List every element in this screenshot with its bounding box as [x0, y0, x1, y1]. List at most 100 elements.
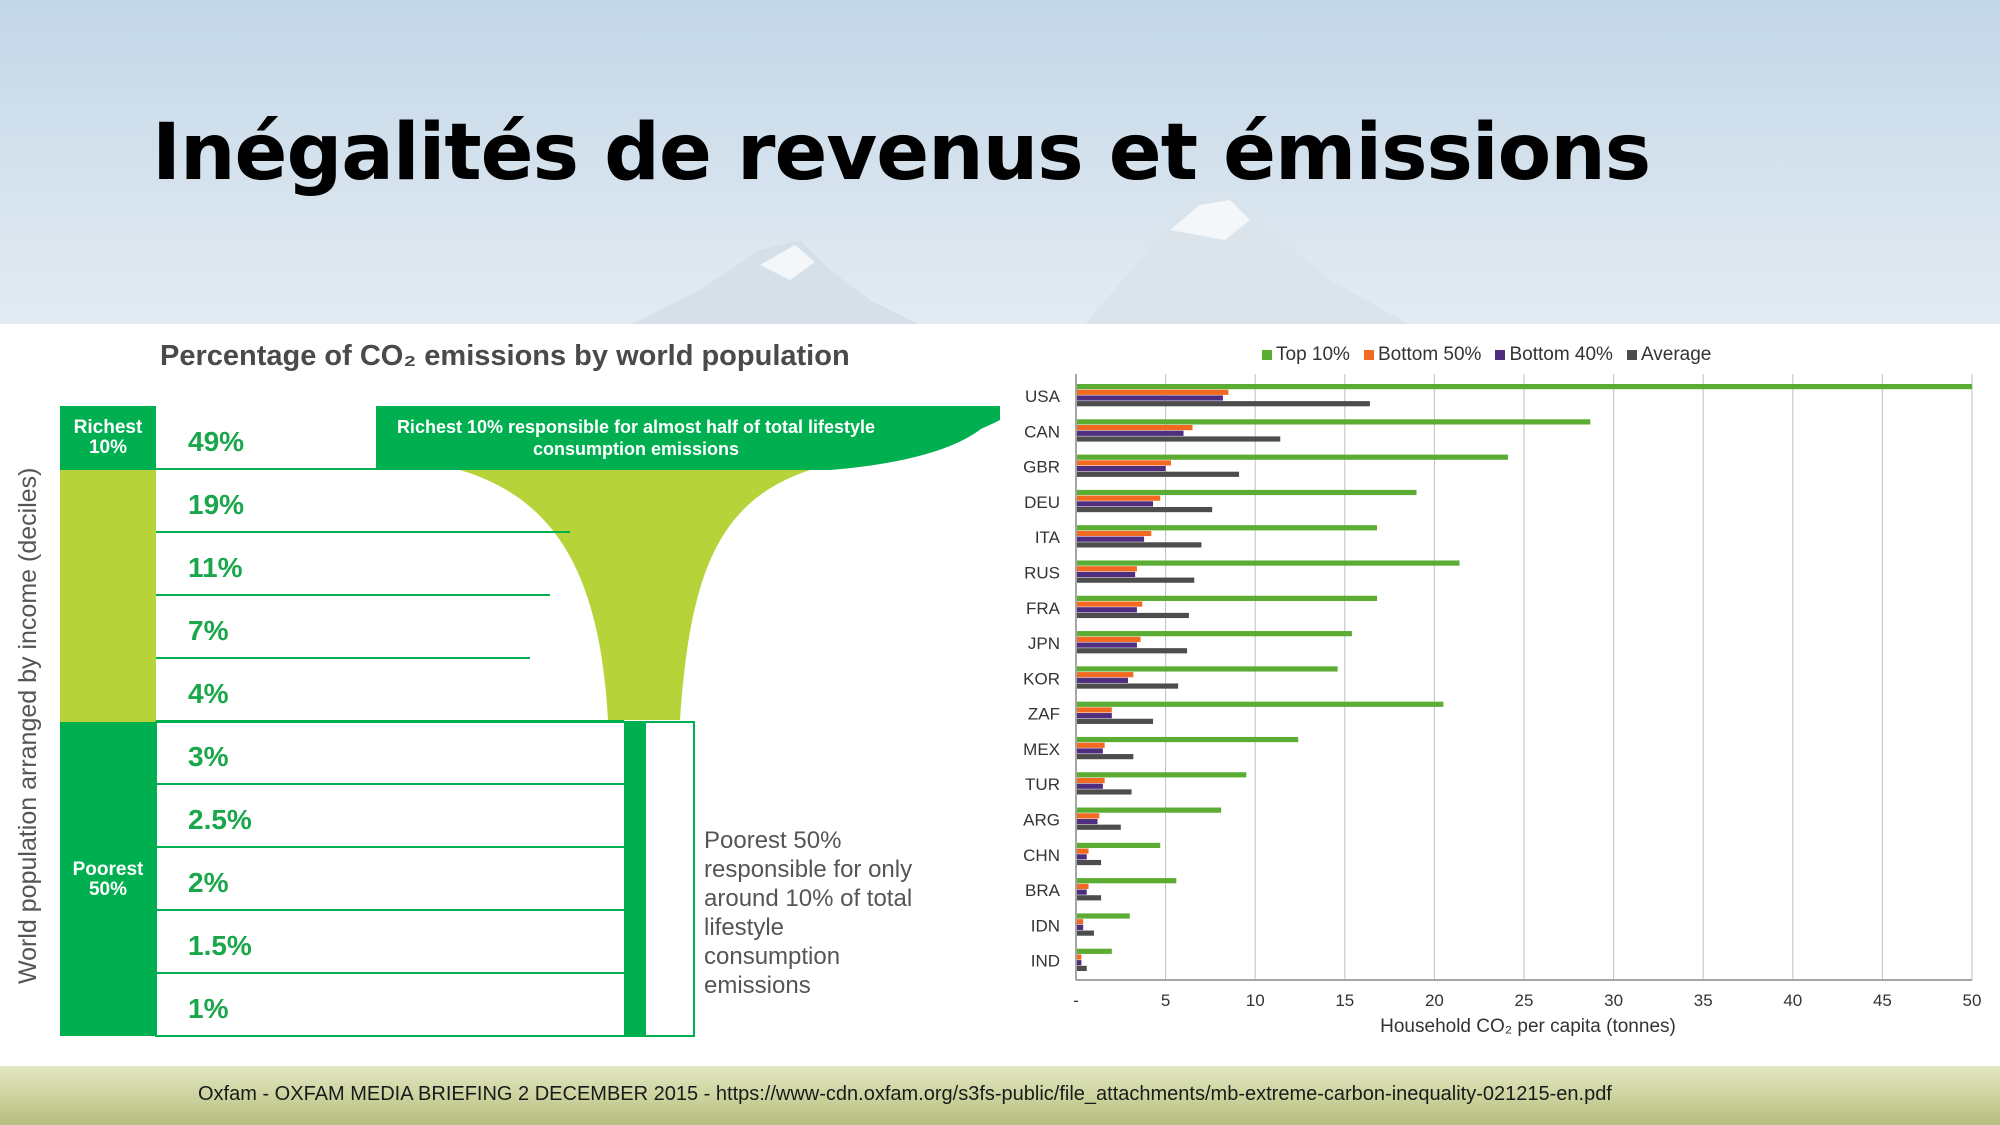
- legend-swatch: [1262, 350, 1272, 360]
- category-label: IDN: [1031, 916, 1060, 935]
- bar-bottom-40-: [1077, 960, 1082, 966]
- legend-label: Top 10%: [1276, 344, 1350, 365]
- bar-bottom-40-: [1077, 501, 1154, 507]
- decile-value: 2%: [188, 867, 229, 898]
- category-label: DEU: [1024, 493, 1060, 512]
- x-tick-label: 45: [1873, 991, 1892, 1010]
- decile-value: 1%: [188, 993, 229, 1024]
- mountain-background: [0, 0, 2000, 330]
- bar-bottom-40-: [1077, 818, 1098, 825]
- legend-swatch: [1495, 350, 1506, 360]
- funnel-chart: [60, 406, 1000, 1037]
- bar-bottom-50-: [1077, 848, 1089, 854]
- bar-bottom-40-: [1077, 395, 1223, 401]
- legend-item-top10: Top 10%: [1262, 344, 1350, 366]
- bar-bottom-50-: [1077, 883, 1089, 890]
- middle-funnel-shape: [460, 470, 810, 720]
- x-axis-label: Household CO₂ per capita (tonnes): [1380, 1016, 1676, 1037]
- bar-average: [1077, 471, 1240, 477]
- bar-top-10-: [1077, 913, 1130, 919]
- bar-top-10-: [1077, 842, 1161, 849]
- category-label: ARG: [1023, 811, 1060, 830]
- bar-bottom-50-: [1077, 742, 1105, 748]
- category-label: USA: [1025, 387, 1061, 406]
- bar-average: [1077, 930, 1094, 936]
- category-label: RUS: [1024, 563, 1060, 582]
- category-label: GBR: [1023, 458, 1060, 477]
- bar-bottom-40-: [1077, 677, 1128, 683]
- richest-value-cell: [156, 406, 376, 470]
- bar-bottom-50-: [1077, 813, 1100, 819]
- bar-bottom-40-: [1077, 713, 1112, 719]
- decile-value: 7%: [188, 615, 229, 646]
- category-label: ITA: [1035, 528, 1061, 547]
- bar-bottom-40-: [1077, 924, 1084, 931]
- bar-average: [1077, 754, 1134, 760]
- richest-annotation: Richest 10% responsible for almost half …: [396, 417, 876, 459]
- x-tick-label: 10: [1246, 991, 1265, 1010]
- richest-label: Richest 10%: [73, 417, 143, 458]
- bar-top-10-: [1077, 454, 1508, 460]
- bar-top-10-: [1077, 525, 1378, 531]
- bar-bottom-50-: [1077, 777, 1105, 784]
- bar-top-10-: [1077, 948, 1112, 954]
- bar-bottom-40-: [1077, 465, 1166, 472]
- bar-bottom-50-: [1077, 954, 1082, 960]
- bar-average: [1077, 859, 1102, 866]
- decile-value: 3%: [188, 741, 229, 772]
- decile-value: 11%: [188, 552, 243, 583]
- legend-label: Bottom 40%: [1509, 344, 1613, 365]
- bar-bottom-40-: [1077, 642, 1137, 648]
- bar-bottom-40-: [1077, 854, 1087, 860]
- category-label: KOR: [1023, 669, 1060, 688]
- poorest-funnel-stem: [624, 722, 646, 1036]
- bar-top-10-: [1077, 807, 1222, 813]
- bar-top-10-: [1077, 419, 1591, 425]
- bar-average: [1077, 965, 1087, 972]
- legend-label: Bottom 50%: [1377, 344, 1482, 365]
- bar-bottom-50-: [1077, 424, 1193, 431]
- category-label: ZAF: [1028, 705, 1060, 724]
- bar-top-10-: [1077, 384, 1972, 390]
- legend-swatch: [1363, 350, 1374, 360]
- x-tick-label: 5: [1161, 991, 1170, 1010]
- bar-top-10-: [1077, 878, 1177, 884]
- category-label: FRA: [1026, 599, 1061, 618]
- bar-bottom-50-: [1077, 460, 1171, 466]
- category-label: CHN: [1023, 846, 1060, 865]
- legend-label: Average: [1640, 344, 1712, 365]
- category-label: JPN: [1028, 634, 1060, 653]
- x-tick-label: 15: [1335, 991, 1354, 1010]
- bar-average: [1077, 401, 1370, 407]
- bar-top-10-: [1077, 736, 1299, 743]
- bar-average: [1077, 789, 1132, 795]
- bar-top-10-: [1077, 595, 1378, 601]
- bar-bottom-50-: [1077, 636, 1141, 642]
- x-tick-label: 30: [1604, 991, 1623, 1010]
- bar-chart-legend: Top 10% Bottom 50% Bottom 40% Average: [1262, 344, 1725, 366]
- bar-top-10-: [1077, 772, 1247, 778]
- decile-value: 4%: [188, 678, 229, 709]
- bar-chart: - 5 10 15 20 25 30 35 40 45 50 USA CAN GBR DEU ITA RUS FR…: [1023, 374, 1981, 1037]
- richest-group-cell: [60, 406, 156, 470]
- bar-bottom-40-: [1077, 571, 1136, 578]
- decile-value: 1.5%: [188, 930, 252, 961]
- category-label: CAN: [1024, 422, 1060, 441]
- slide-title: Inégalités de revenus et émissions: [152, 108, 1651, 198]
- x-tick-label: 25: [1515, 991, 1534, 1010]
- category-label: TUR: [1025, 775, 1060, 794]
- bar-bottom-50-: [1077, 707, 1112, 713]
- bar-bottom-50-: [1077, 530, 1152, 537]
- poorest-annotation: Poorest 50% responsible for only around …: [704, 827, 913, 999]
- bar-bottom-50-: [1077, 389, 1229, 395]
- footer-band: [0, 1066, 2000, 1125]
- bar-bottom-50-: [1077, 672, 1134, 678]
- middle-group-cell: [60, 470, 156, 722]
- legend-item-bottom50: Bottom 50%: [1363, 344, 1482, 366]
- bar-bottom-40-: [1077, 607, 1137, 613]
- source-citation: Oxfam - OXFAM MEDIA BRIEFING 2 DECEMBER …: [198, 1083, 1612, 1105]
- legend-item-average: Average: [1626, 344, 1712, 366]
- bar-average: [1077, 718, 1154, 724]
- x-tick-label: -: [1073, 991, 1079, 1010]
- legend-swatch: [1626, 350, 1637, 360]
